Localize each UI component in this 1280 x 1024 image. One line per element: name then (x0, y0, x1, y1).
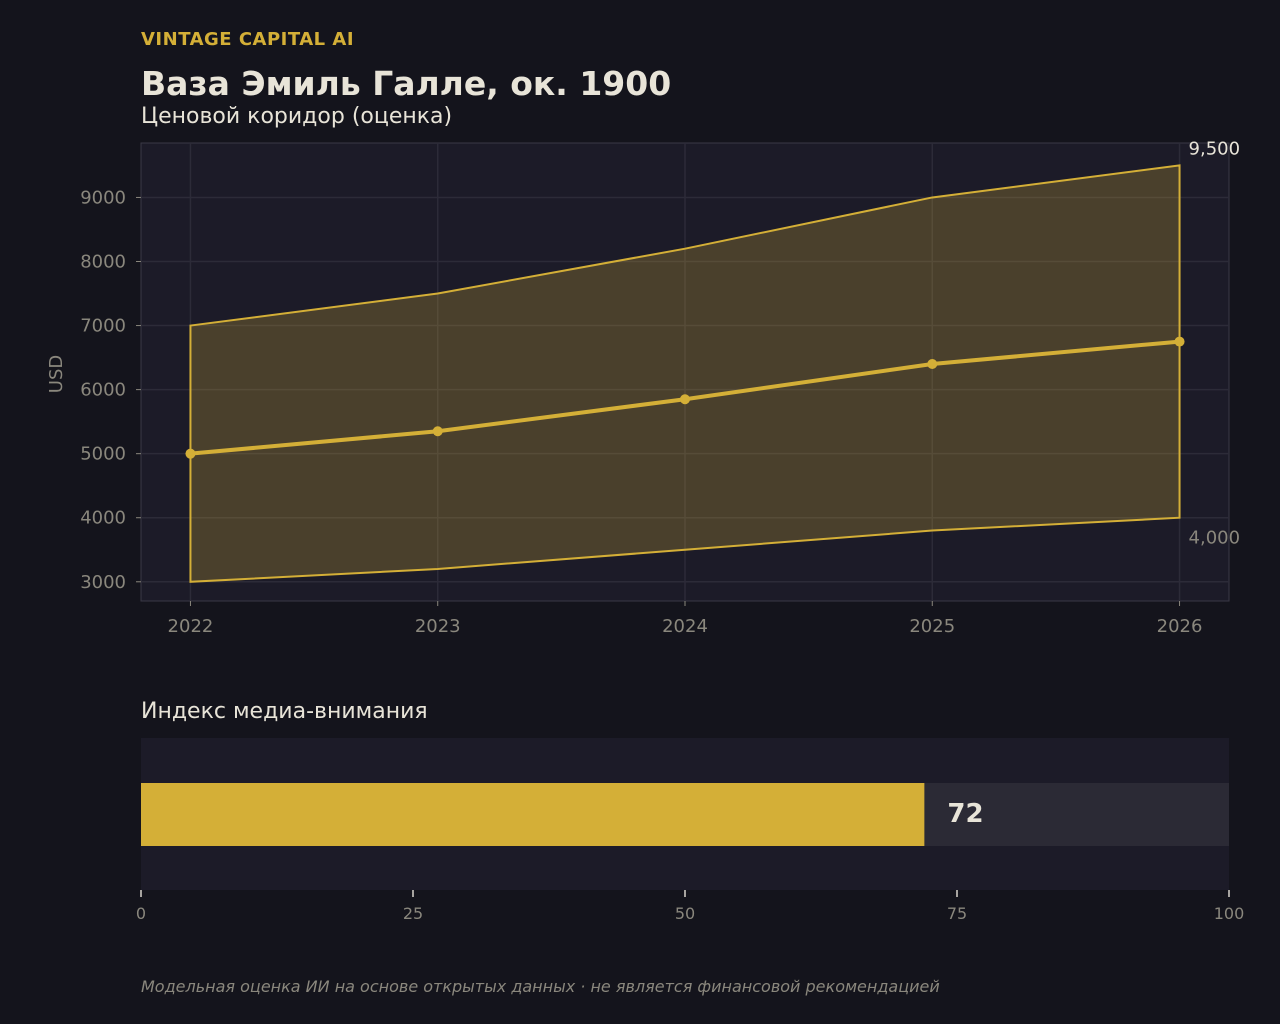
chart-series (185, 164, 1185, 583)
lower-bound-label: 4,000 (1189, 528, 1241, 549)
y-tick-label: 3000 (80, 572, 126, 593)
estimate-point (432, 426, 443, 437)
y-tick-label: 4000 (80, 508, 126, 529)
bar-panel-background (141, 738, 1229, 890)
upper-bound-label: 9,500 (1189, 138, 1241, 159)
price-corridor-chart: 3000 4000 5000 6000 7000 8000 9000 2022 2023 2024… (46, 138, 1241, 637)
media-index-title: Индекс медиа-внимания (141, 699, 428, 724)
bar-track (141, 783, 1229, 846)
y-tick-label: 6000 (80, 380, 126, 401)
estimate-point (1174, 336, 1185, 347)
estimate-point (927, 358, 938, 369)
y-tick-label: 7000 (80, 316, 126, 337)
chart-grid (141, 143, 1229, 601)
y-tick-label: 5000 (80, 444, 126, 465)
x-tick-label: 25 (403, 904, 423, 923)
media-index-value: 72 (947, 799, 983, 829)
estimate-point (185, 448, 196, 459)
media-index-bar (141, 783, 925, 846)
x-tick-label: 100 (1214, 904, 1245, 923)
x-tick-label: 50 (675, 904, 695, 923)
x-tick-label: 2022 (168, 616, 214, 637)
x-tick-label: 2024 (662, 616, 708, 637)
disclaimer-footnote: Модельная оценка ИИ на основе открытых д… (141, 977, 940, 996)
chart-subtitle: Ценовой коридор (оценка) (141, 104, 453, 129)
x-tick-label: 75 (947, 904, 967, 923)
estimate-point (680, 394, 690, 405)
y-axis-label: USD (46, 355, 67, 393)
chart-axes: 3000 4000 5000 6000 7000 8000 9000 2022 2023 2024… (80, 187, 1202, 637)
media-index-bars: 72 0 25 50 75 100 (136, 738, 1244, 923)
chart-annotations: 9,500 4,000 (1189, 138, 1241, 548)
x-tick-label: 2023 (415, 616, 461, 637)
y-tick-label: 9000 (80, 187, 126, 208)
x-tick-label: 2026 (1157, 616, 1203, 637)
x-tick-label: 2025 (909, 616, 955, 637)
brand-label: VINTAGE CAPITAL AI (141, 29, 355, 50)
x-tick-label: 0 (136, 904, 146, 923)
y-tick-label: 8000 (80, 252, 126, 273)
page-title: Ваза Эмиль Галле, ок. 1900 (141, 64, 672, 103)
price-range-band (189, 164, 1181, 583)
